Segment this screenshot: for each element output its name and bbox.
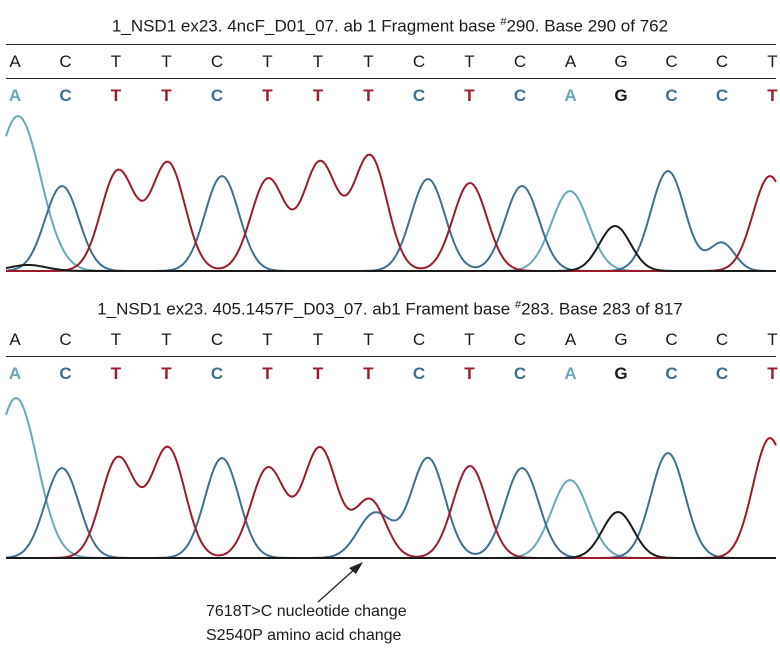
base-letter: A [8, 364, 22, 383]
base-letter: G [614, 86, 628, 105]
base-letter: T [161, 364, 172, 383]
base-letter: A [564, 364, 577, 383]
base-letter: A [8, 86, 22, 105]
base-letter: C [715, 86, 729, 105]
base-letter: C [210, 86, 224, 105]
base-letter: C [715, 52, 729, 71]
base-letter: C [59, 86, 72, 105]
base-letter: T [161, 52, 172, 71]
trace-T [6, 436, 777, 559]
base-letter: G [614, 52, 628, 71]
top-title-prefix: 1_NSD1 ex23. 4ncF_D01_07. ab 1 Fragment … [111, 16, 501, 36]
base-letter: A [9, 330, 21, 349]
base-letter: T [262, 52, 273, 71]
base-letter: C [513, 330, 527, 349]
nucleotide-change-note: 7618T>C nucleotide change [206, 603, 407, 620]
base-letter: T [262, 86, 273, 105]
base-letter: T [110, 330, 122, 349]
base-letter: T [464, 330, 475, 349]
base-letter: A [564, 86, 577, 105]
base-letter: C [513, 52, 527, 71]
base-letter: T [767, 364, 778, 383]
base-letter: C [59, 364, 72, 383]
base-letter: T [767, 52, 778, 71]
top-chromatogram [5, 114, 777, 272]
base-letter: C [665, 52, 678, 71]
top-title-hash: # [500, 16, 507, 28]
bottom-title-prefix: 1_NSD1 ex23. 405.1457F_D03_07. ab1 Frame… [97, 299, 515, 319]
base-letter: C [210, 330, 224, 349]
base-letter: C [412, 52, 426, 71]
base-letter: T [110, 86, 122, 105]
base-letter: C [513, 364, 527, 383]
base-letter: C [412, 330, 426, 349]
base-letter: C [665, 86, 678, 105]
base-letter: T [464, 52, 475, 71]
bottom-title-hash: # [514, 299, 522, 311]
trace-T [6, 153, 777, 272]
base-letter: C [59, 330, 72, 349]
bottom-sequence-divider [6, 356, 776, 357]
base-letter: A [564, 52, 577, 71]
base-letter: T [363, 52, 374, 71]
top-panel-title: 1_NSD1 ex23. 4ncF_D01_07. ab 1 Fragment … [0, 16, 780, 37]
base-letter: T [767, 330, 778, 349]
trace-C [5, 451, 776, 559]
top-title-suffix: 290. Base 290 of 762 [506, 16, 669, 36]
base-letter: C [412, 86, 426, 105]
base-letter: T [110, 364, 122, 383]
base-letter: C [715, 330, 729, 349]
base-letter: T [161, 86, 172, 105]
base-letter: T [312, 52, 324, 71]
bottom-title-suffix: 283. Base 283 of 817 [521, 299, 683, 319]
base-letter: C [210, 364, 224, 383]
base-letter: T [262, 330, 273, 349]
base-letter: C [715, 364, 729, 383]
base-letter: T [110, 52, 122, 71]
base-letter: C [665, 330, 678, 349]
trace-G [5, 225, 776, 272]
mutation-arrow [317, 562, 363, 603]
trace-G [6, 510, 776, 559]
base-letter: A [564, 330, 577, 349]
base-letter: G [614, 330, 628, 349]
base-letter: T [312, 364, 324, 383]
bottom-chromatogram [5, 396, 777, 559]
trace-A [5, 114, 776, 272]
base-letter: T [363, 86, 374, 105]
base-letter: C [513, 86, 527, 105]
base-letter: T [262, 364, 273, 383]
base-letter: C [59, 52, 72, 71]
base-letter: A [9, 52, 21, 71]
base-letter: T [464, 364, 475, 383]
base-letter: T [312, 330, 324, 349]
base-letter: T [767, 86, 778, 105]
base-letter: T [464, 86, 475, 105]
base-letter: T [312, 86, 324, 105]
base-letter: T [363, 364, 374, 383]
base-letter: C [412, 364, 426, 383]
amino-acid-change-note: S2540P amino acid change [206, 627, 402, 644]
base-letter: C [665, 364, 678, 383]
base-letter: T [161, 330, 172, 349]
base-letter: C [210, 52, 224, 71]
top-sequence-divider [6, 78, 776, 79]
bottom-panel-title: 1_NSD1 ex23. 405.1457F_D03_07. ab1 Frame… [0, 299, 780, 320]
base-letter: G [614, 364, 628, 383]
base-letter: T [363, 330, 374, 349]
top-title-divider [6, 44, 776, 45]
